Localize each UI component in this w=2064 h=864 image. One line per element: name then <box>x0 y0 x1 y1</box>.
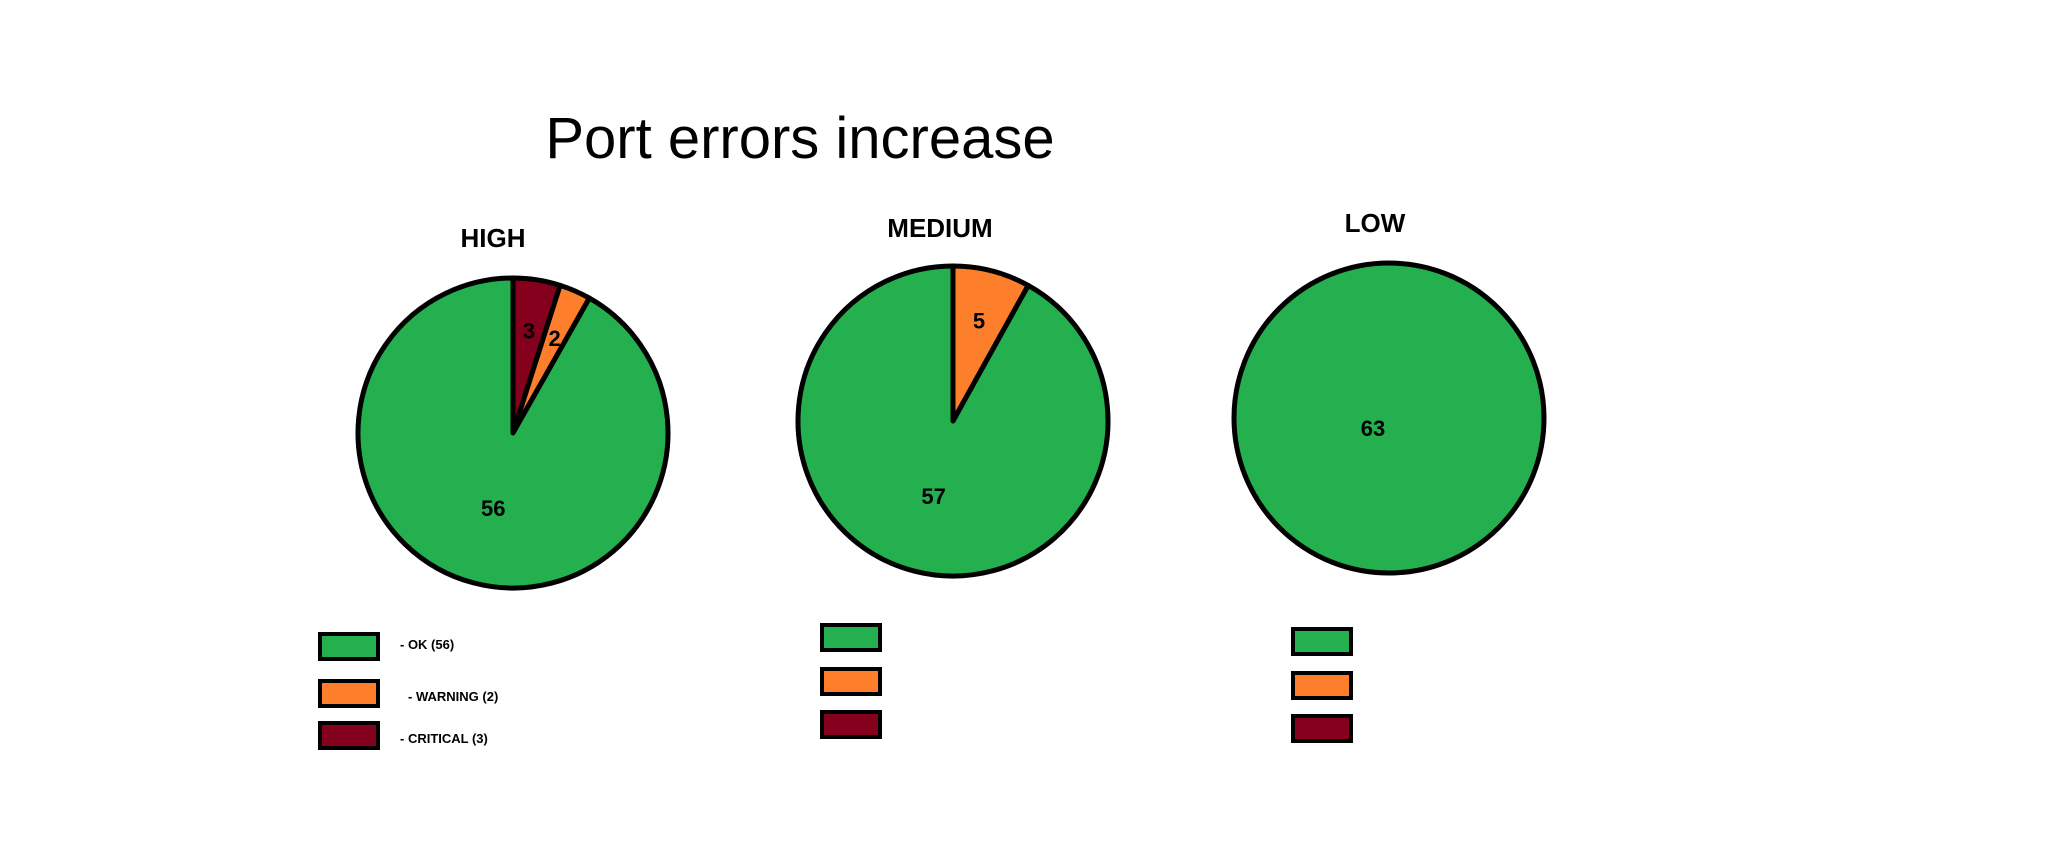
slice-label-ok: 56 <box>481 496 505 521</box>
pie-chart-high: HIGH 3 2 56 - OK (56) - WARNING (2) - CRITICAL… <box>318 223 671 750</box>
legend-swatch-warning <box>820 667 882 696</box>
legend-label-critical: - CRITICAL (3) <box>400 731 488 746</box>
legend-swatch-critical <box>318 721 380 750</box>
pie-chart-medium: MEDIUM 5 57 <box>795 213 1111 739</box>
slice-label-ok: 63 <box>1361 416 1385 441</box>
pie-title-low: LOW <box>1345 208 1406 238</box>
legend-swatch-critical <box>820 710 882 739</box>
legend-swatch-ok <box>1291 627 1353 656</box>
pie-title-high: HIGH <box>461 223 526 253</box>
pie-slice-ok <box>1231 260 1547 576</box>
legend-swatch-critical <box>1291 714 1353 743</box>
chart-title: Port errors increase <box>545 106 1054 171</box>
pie-slice-ok <box>795 263 1111 579</box>
slice-label-ok: 57 <box>921 484 945 509</box>
slice-label-warning: 5 <box>973 308 985 333</box>
legend-swatch-ok <box>318 632 380 661</box>
legend-swatch-warning <box>1291 671 1353 700</box>
slice-label-critical: 3 <box>523 318 535 343</box>
pie-slice-ok <box>355 275 671 591</box>
legend-swatch-warning <box>318 679 380 708</box>
legend-label-warning: - WARNING (2) <box>408 689 498 704</box>
legend-label-ok: - OK (56) <box>400 637 454 652</box>
legend-swatch-ok <box>820 623 882 652</box>
pie-chart-low: LOW 63 <box>1231 208 1547 743</box>
pie-title-medium: MEDIUM <box>887 213 992 243</box>
slice-label-warning: 2 <box>548 326 560 351</box>
